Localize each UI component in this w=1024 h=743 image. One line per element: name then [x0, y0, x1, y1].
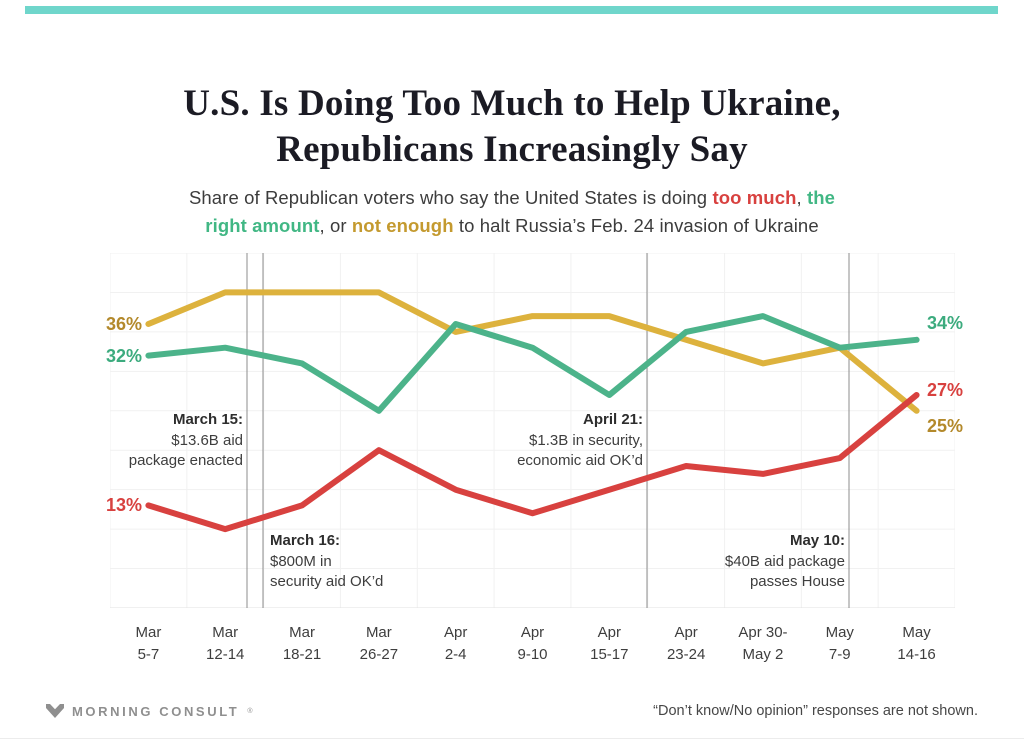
x-axis-label: Apr 9-10: [517, 624, 548, 663]
x-axis-label: Mar 18-21: [282, 624, 322, 663]
trademark-symbol: ®: [247, 707, 253, 715]
morning-consult-m-icon: [46, 704, 64, 718]
footnote: “Don’t know/No opinion” responses are no…: [653, 703, 978, 719]
subtitle-text: ,: [796, 186, 807, 208]
subtitle-text: to halt Russia’s Feb. 24 invasion of Ukr…: [453, 214, 819, 236]
x-axis-label: Apr 23-24: [666, 624, 706, 663]
legend-term: not enough: [351, 214, 454, 236]
subtitle-text: , or: [319, 214, 352, 236]
title-line-1: U.S. Is Doing Too Much to Help Ukraine,: [183, 82, 841, 124]
legend-term: too much: [712, 186, 797, 208]
line-right_amount: [145, 313, 920, 414]
x-axis-label: Mar 12-14: [206, 624, 245, 663]
title-line-2: Republicans Increasingly Say: [276, 128, 748, 170]
line-too_much: [145, 392, 920, 533]
morning-consult-logo: MORNING CONSULT ®: [46, 704, 252, 719]
chart-title: U.S. Is Doing Too Much to Help Ukraine, R…: [0, 81, 1024, 173]
x-axis-label: Mar 26-27: [359, 624, 399, 663]
legend-term: the: [806, 186, 836, 208]
bottom-divider: [0, 738, 1024, 739]
footer: MORNING CONSULT ® “Don’t know/No opinion…: [46, 700, 978, 722]
x-axis-label: Apr 30- May 2: [738, 624, 788, 663]
x-axis-label: May 14-16: [897, 624, 936, 663]
accent-bar: [25, 6, 998, 14]
x-axis-label: Mar 5-7: [135, 624, 162, 663]
x-axis-label: Apr 15-17: [590, 624, 629, 663]
x-axis-label: Apr 2-4: [444, 624, 468, 663]
chart-subtitle: Share of Republican voters who say the U…: [0, 184, 1024, 240]
legend-term: right amount: [205, 214, 320, 236]
subtitle-text: Share of Republican voters who say the U…: [188, 186, 713, 208]
line-chart-plot: [110, 253, 955, 608]
x-axis-label: May 7-9: [825, 624, 854, 663]
line-not_enough: [145, 289, 920, 414]
brand-name: MORNING CONSULT: [72, 703, 240, 719]
